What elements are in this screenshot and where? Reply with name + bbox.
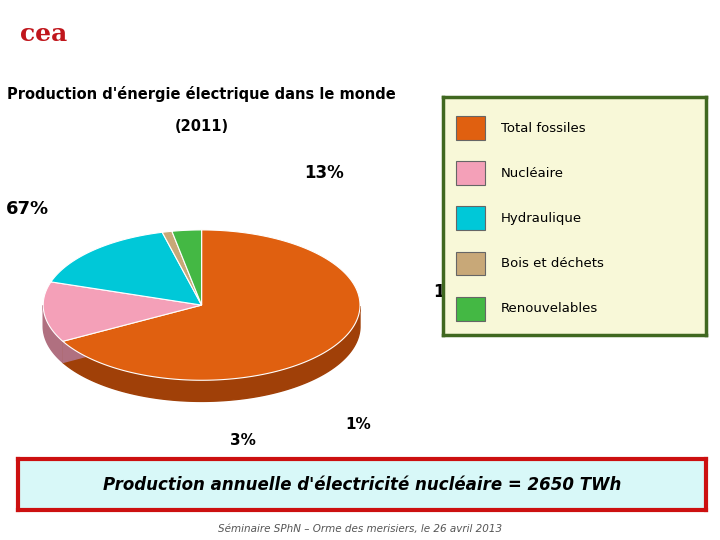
Text: (2011): (2011) <box>174 119 229 134</box>
Text: 67%: 67% <box>6 200 49 218</box>
Text: 3%: 3% <box>230 433 256 448</box>
FancyBboxPatch shape <box>456 161 485 185</box>
FancyBboxPatch shape <box>456 116 485 140</box>
FancyBboxPatch shape <box>456 206 485 230</box>
Text: Production annuelle d'électricité nucléaire = 2650 TWh: Production annuelle d'électricité nucléa… <box>103 476 621 494</box>
Text: LE NUCLÉAIRE AUJOURD’HUI: LE NUCLÉAIRE AUJOURD’HUI <box>183 21 624 53</box>
FancyBboxPatch shape <box>7 5 79 65</box>
Text: Total fossiles: Total fossiles <box>500 122 585 134</box>
Text: Production d'énergie électrique dans le monde: Production d'énergie électrique dans le … <box>7 86 396 102</box>
Text: Séminaire SPhN – Orme des merisiers, le 26 avril 2013: Séminaire SPhN – Orme des merisiers, le … <box>218 523 502 534</box>
FancyBboxPatch shape <box>456 297 485 321</box>
Text: Hydraulique: Hydraulique <box>500 212 582 225</box>
Text: 13%: 13% <box>304 164 343 182</box>
Polygon shape <box>172 230 202 305</box>
Text: Nucléaire: Nucléaire <box>500 167 564 180</box>
FancyBboxPatch shape <box>456 252 485 275</box>
Text: Bois et déchets: Bois et déchets <box>500 257 603 270</box>
Polygon shape <box>43 282 202 341</box>
Polygon shape <box>43 305 63 362</box>
Text: Total =  22 000 TWh: Total = 22 000 TWh <box>29 465 216 483</box>
Text: Renouvelables: Renouvelables <box>500 302 598 315</box>
Polygon shape <box>63 230 360 380</box>
Polygon shape <box>51 232 202 305</box>
Polygon shape <box>63 305 202 362</box>
Text: 1%: 1% <box>346 417 372 431</box>
Polygon shape <box>63 305 202 362</box>
Polygon shape <box>162 231 202 305</box>
Polygon shape <box>63 306 360 401</box>
Text: cea: cea <box>19 22 67 46</box>
Text: 16%: 16% <box>433 283 472 301</box>
